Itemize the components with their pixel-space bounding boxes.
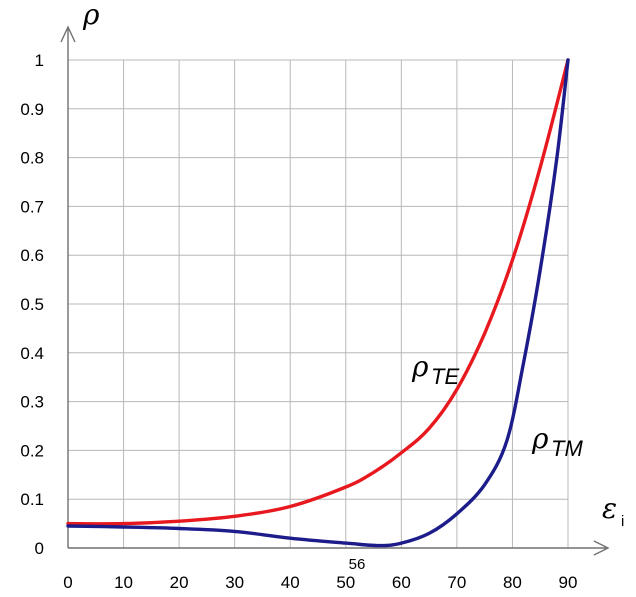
tick-labels: 0 10 20 30 40 50 60 70 80 90 0 0.1 0.2 0.3 0.4 0.5 0.6 0.… [20, 51, 577, 592]
x-axis-label: ε i [602, 492, 624, 530]
series-line-te [66, 58, 570, 526]
series-line-tm [66, 58, 570, 548]
tm-label-sub: TM [551, 436, 583, 461]
te-label-sub: TE [431, 364, 459, 389]
annotation-56: 56 [349, 556, 366, 573]
grid [68, 59, 569, 548]
y-tick-label-0.6: 0.6 [20, 246, 44, 265]
y-tick-label-0.4: 0.4 [20, 344, 44, 363]
y-tick-label-0.9: 0.9 [20, 100, 44, 119]
x-axis-arrow [593, 540, 610, 556]
y-tick-label-0.3: 0.3 [20, 393, 44, 412]
axes [60, 25, 610, 556]
series-lines [66, 58, 570, 548]
x-tick-label-30: 30 [225, 573, 244, 592]
y-tick-label-0.1: 0.1 [20, 490, 44, 509]
x-tick-label-0: 0 [63, 573, 72, 592]
x-tick-label-10: 10 [114, 573, 133, 592]
y-tick-label-0.2: 0.2 [20, 441, 44, 460]
x-axis-label-main: ε [602, 492, 617, 525]
y-axis-label-main: ρ [82, 0, 100, 31]
y-tick-label-1: 1 [35, 51, 44, 70]
y-tick-label-0.7: 0.7 [20, 197, 44, 216]
y-tick-label-0: 0 [35, 539, 44, 558]
x-tick-label-50: 50 [336, 573, 355, 592]
y-axis-label: ρ [82, 0, 100, 31]
y-tick-label-0.5: 0.5 [20, 295, 44, 314]
y-tick-label-0.8: 0.8 [20, 149, 44, 168]
te-label-main: ρ [411, 350, 429, 383]
x-tick-label-20: 20 [170, 573, 189, 592]
x-tick-label-90: 90 [559, 573, 578, 592]
y-axis-arrow [60, 25, 76, 43]
x-tick-label-80: 80 [503, 573, 522, 592]
x-tick-label-60: 60 [392, 573, 411, 592]
tm-label-main: ρ [531, 422, 549, 455]
tm-series-label: ρ TM [531, 422, 583, 461]
te-series-label: ρ TE [411, 350, 459, 389]
x-tick-label-40: 40 [281, 573, 300, 592]
x-tick-label-70: 70 [447, 573, 466, 592]
x-axis-label-sub: i [621, 513, 624, 530]
